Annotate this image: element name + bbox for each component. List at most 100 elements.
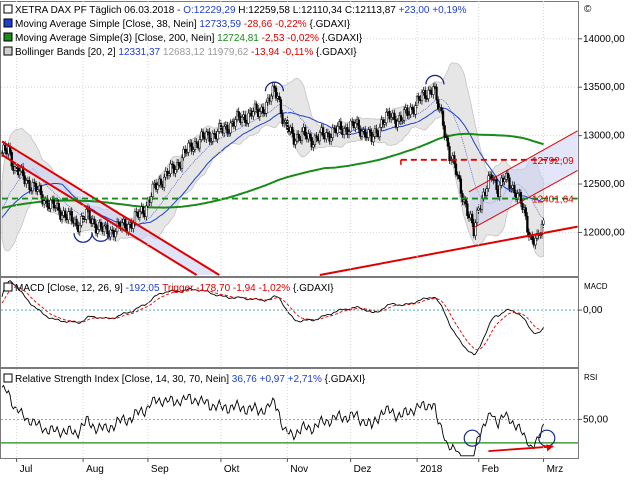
legend-part: MACD [Close, 12, 26, 9] <box>15 283 126 294</box>
candle-body <box>133 211 137 224</box>
legend-part: +23,00 +0,19% <box>399 5 467 16</box>
candle-body <box>347 131 351 135</box>
candle-body <box>193 141 197 150</box>
candle-body <box>106 224 109 235</box>
candle-body <box>18 170 21 176</box>
x-axis: Jul Aug Sep Okt Nov Dez 2018 Feb Mrz <box>16 1 564 475</box>
candle-body <box>330 137 333 142</box>
legend-part: -13,94 -0,11% <box>251 47 316 58</box>
candle-body <box>420 91 424 102</box>
candle-body <box>331 127 334 138</box>
rising-channel-top <box>468 130 578 193</box>
x-tick-label: Okt <box>224 464 240 475</box>
candle-body <box>364 129 367 138</box>
candle-body <box>409 106 412 115</box>
candle-body <box>506 172 510 179</box>
candle-body <box>321 127 325 136</box>
legend-part: Relative Strength Index [Close, 14, 30, … <box>15 374 232 385</box>
resistance-value-label: 12792,09 <box>532 156 574 167</box>
candle-body <box>75 218 78 226</box>
candle-body <box>252 111 255 117</box>
x-tick-label: Mrz <box>547 464 564 475</box>
candle-body <box>526 215 529 233</box>
candle-body <box>308 133 312 138</box>
candle-body <box>417 95 420 100</box>
candle-body <box>402 109 406 121</box>
candle-body <box>516 193 519 200</box>
candle-body <box>375 128 378 134</box>
candle-body <box>114 231 117 238</box>
candle-body <box>471 213 474 224</box>
candle-body <box>339 121 343 131</box>
legend-part: {.GDAXI} <box>322 33 363 44</box>
pivot-circle-mark <box>425 74 445 85</box>
legend-part: XETRA DAX PF Täglich 06.03.2018 - <box>15 5 183 16</box>
candle-body <box>273 85 276 89</box>
candle-body <box>39 185 43 195</box>
candle-body <box>336 126 339 134</box>
candle-body <box>474 222 477 237</box>
candle-body <box>509 188 513 190</box>
candle-body <box>261 106 265 114</box>
candle-body <box>456 174 459 176</box>
rsi-line <box>1 384 544 457</box>
candle-body <box>333 127 336 130</box>
candle-body <box>59 210 62 220</box>
candle-body <box>180 157 184 169</box>
candle-body <box>208 131 211 142</box>
price-y-tick-label: 14000,00 <box>583 34 625 45</box>
candle-body <box>313 135 317 145</box>
candle-body <box>33 182 36 184</box>
candle-body <box>357 119 360 130</box>
candle-body <box>219 123 223 129</box>
candle-body <box>385 111 388 124</box>
legend-part: 12331,37 <box>118 47 163 58</box>
candle-body <box>182 148 185 159</box>
candle-body <box>393 112 396 121</box>
price-legend: XETRA DAX PF Täglich 06.03.2018 - O:1222… <box>3 4 467 58</box>
candle-body <box>190 142 193 152</box>
candle-body <box>36 189 39 192</box>
legend-marker-rsi <box>3 373 13 383</box>
candle-body <box>64 210 67 218</box>
candle-body <box>381 119 385 125</box>
candle-body <box>4 144 7 151</box>
candle-body <box>150 196 153 203</box>
legend-marker-main <box>3 4 13 14</box>
candle-body <box>67 211 70 221</box>
candle-body <box>458 175 461 180</box>
x-tick-label: 2018 <box>420 464 443 475</box>
candle-body <box>346 127 349 135</box>
legend-bb: Bollinger Bands [20, 2] 12331,37 12683,1… <box>15 47 357 58</box>
candle-body <box>52 199 56 209</box>
macd-line <box>1 280 544 356</box>
candle-body <box>278 96 281 100</box>
macd-trigger-line <box>1 286 544 351</box>
sma38-line <box>1 107 544 226</box>
candle-body <box>372 136 375 143</box>
rsi-pivot-circle <box>463 429 481 447</box>
candle-body <box>424 90 427 99</box>
candle-body <box>162 176 166 188</box>
candle-body <box>247 112 250 124</box>
legend-part: -192,05 <box>126 283 163 294</box>
rsi-pane-frame <box>0 368 579 459</box>
candle-body <box>437 99 440 110</box>
candle-body <box>80 216 83 226</box>
rsi-pivot-circle <box>538 429 556 447</box>
macd-y-tick-label: 0,00 <box>583 305 603 316</box>
candle-body <box>448 146 451 162</box>
candle-body <box>480 197 484 210</box>
candle-body <box>244 114 247 123</box>
candle-body <box>60 215 64 220</box>
candle-body <box>70 210 73 222</box>
candle-body <box>414 105 417 115</box>
candle-body <box>226 124 229 134</box>
candle-body <box>255 103 258 110</box>
candle-body <box>328 133 331 142</box>
candle-body <box>145 205 148 217</box>
legend-marker-sma200 <box>3 32 13 42</box>
legend-part: 12683,12 11979,62 <box>163 47 251 58</box>
x-tick-label: Nov <box>290 464 308 475</box>
legend-sma38: Moving Average Simple [Close, 38, Nein] … <box>15 19 351 30</box>
